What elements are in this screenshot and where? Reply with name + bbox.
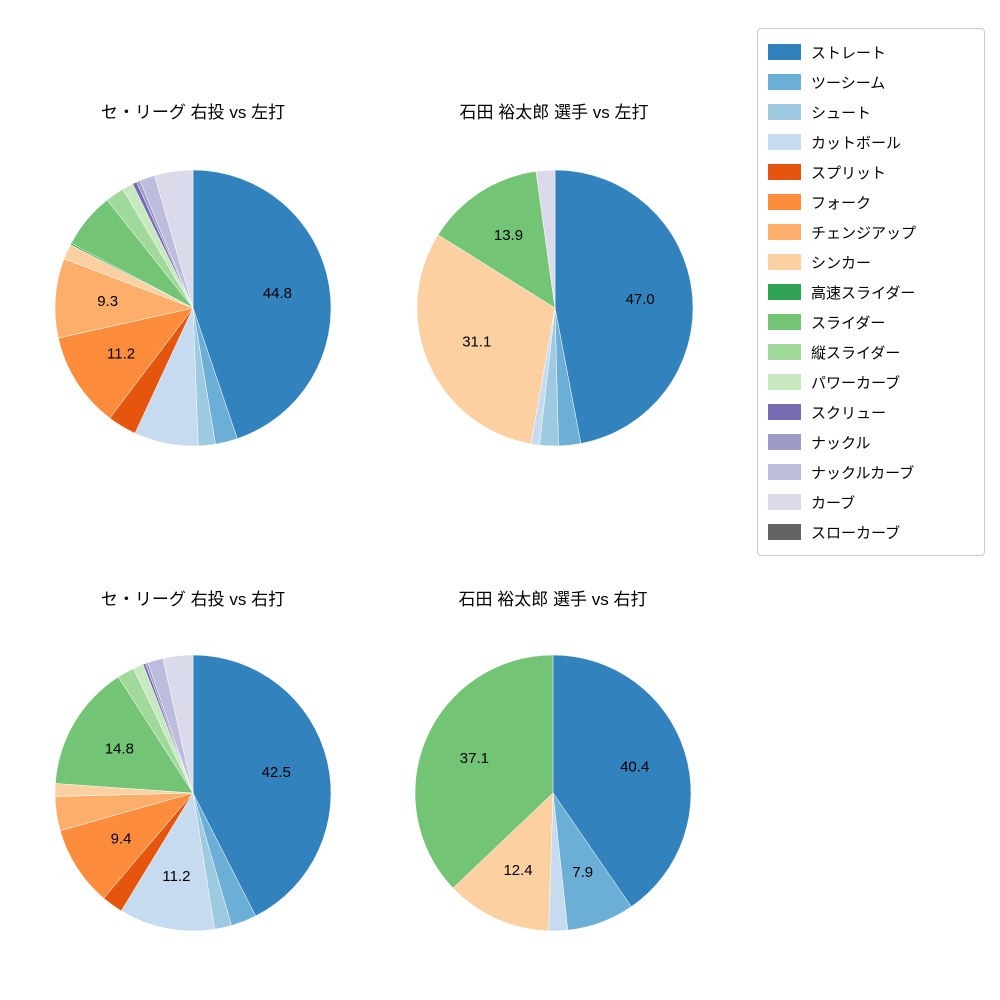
slice-value-label: 42.5 xyxy=(262,764,291,781)
legend-item: 高速スライダー xyxy=(768,277,974,307)
legend-item: ナックル xyxy=(768,427,974,457)
pie-slice xyxy=(437,171,556,309)
legend-swatch xyxy=(768,314,801,330)
legend-item: パワーカーブ xyxy=(768,367,974,397)
legend-swatch xyxy=(768,194,801,210)
legend-item: スプリット xyxy=(768,157,974,187)
slice-value-label: 40.4 xyxy=(620,759,649,776)
legend-item-label: スローカーブ xyxy=(811,524,901,542)
slice-value-label: 9.3 xyxy=(97,293,118,310)
legend-item-label: ストレート xyxy=(811,44,887,62)
legend-item-label: スクリュー xyxy=(811,404,887,422)
pie-slice xyxy=(162,654,194,794)
legend-swatch xyxy=(768,44,801,60)
legend-item-label: ナックル xyxy=(811,434,871,452)
legend-swatch xyxy=(768,134,801,150)
legend-item: チェンジアップ xyxy=(768,217,974,247)
pie-slice xyxy=(452,792,554,932)
slice-value-label: 11.2 xyxy=(107,345,135,362)
pie-slice xyxy=(535,169,556,309)
legend-item-label: チェンジアップ xyxy=(811,224,917,242)
legend-item-label: スライダー xyxy=(811,314,886,332)
pie-chart-league-vs-lhb: 44.8 11.2 9.3 xyxy=(54,169,332,447)
pie-slice xyxy=(192,654,332,917)
legend-item-label: スプリット xyxy=(811,164,887,182)
pie-slice xyxy=(54,258,194,339)
slice-value-label: 44.8 xyxy=(263,285,292,302)
legend-item: 縦スライダー xyxy=(768,337,974,367)
legend-swatch xyxy=(768,104,801,120)
legend-swatch xyxy=(768,284,801,300)
legend-item-label: シンカー xyxy=(811,254,872,272)
slice-value-label: 47.0 xyxy=(626,291,655,308)
legend-item: ナックルカーブ xyxy=(768,457,974,487)
pie-chart-ishida-vs-lhb: 47.0 31.1 13.9 xyxy=(416,169,694,447)
legend-item: スローカーブ xyxy=(768,517,974,547)
pie-slice xyxy=(55,676,194,794)
legend-swatch xyxy=(768,374,801,390)
chart-title-ishida-vs-lhb: 石田 裕太郎 選手 vs 左打 xyxy=(459,103,649,122)
pie-slice xyxy=(154,169,194,309)
legend-item-label: 縦スライダー xyxy=(811,344,901,362)
legend-item: カットボール xyxy=(768,127,974,157)
chart-title-league-vs-lhb: セ・リーグ 右投 vs 左打 xyxy=(100,103,286,122)
legend-swatch xyxy=(768,524,801,540)
legend-item-label: ツーシーム xyxy=(811,74,886,92)
slice-value-label: 12.4 xyxy=(503,862,532,879)
pie-slice xyxy=(552,654,692,907)
legend-item: スクリュー xyxy=(768,397,974,427)
legend-swatch xyxy=(768,164,801,180)
legend-swatch xyxy=(768,344,801,360)
chart-title-league-vs-rhb: セ・リーグ 右投 vs 右打 xyxy=(100,590,286,609)
slice-value-label: 7.9 xyxy=(572,864,593,881)
pie-slice xyxy=(416,234,556,445)
slice-value-label: 13.9 xyxy=(494,227,523,244)
slice-value-label: 9.4 xyxy=(111,830,132,847)
legend-item-label: フォーク xyxy=(811,194,872,212)
legend-item: スライダー xyxy=(768,307,974,337)
legend-item-label: 高速スライダー xyxy=(811,284,916,302)
legend-swatch xyxy=(768,434,801,450)
legend-swatch xyxy=(768,74,801,90)
pie-chart-league-vs-rhb: 42.5 11.2 9.4 14.8 xyxy=(54,654,332,932)
pie-slice xyxy=(120,792,215,932)
legend-item-label: カットボール xyxy=(811,134,902,152)
slice-value-label: 11.2 xyxy=(162,868,190,885)
legend-item: フォーク xyxy=(768,187,974,217)
chart-title-ishida-vs-rhb: 石田 裕太郎 選手 vs 右打 xyxy=(458,590,648,609)
pie-slice xyxy=(192,169,332,440)
legend-item: シュート xyxy=(768,97,974,127)
legend-swatch xyxy=(768,494,801,510)
legend-item-label: パワーカーブ xyxy=(811,374,901,392)
legend-item: カーブ xyxy=(768,487,974,517)
pie-chart-ishida-vs-rhb: 40.4 7.9 12.4 37.1 xyxy=(414,654,692,932)
pie-slice xyxy=(59,792,194,899)
legend-swatch xyxy=(768,404,801,420)
slice-value-label: 31.1 xyxy=(462,334,491,351)
legend-item-label: ナックルカーブ xyxy=(811,464,915,482)
pie-slice xyxy=(414,654,554,889)
pie-slice xyxy=(58,307,194,419)
pitch-type-legend: ストレートツーシームシュートカットボール スプリットフォークチェンジアップ シンカー… xyxy=(757,28,985,556)
legend-swatch xyxy=(768,464,801,480)
legend-item: ツーシーム xyxy=(768,67,974,97)
legend-items: ストレートツーシームシュートカットボール スプリットフォークチェンジアップ シンカー… xyxy=(768,37,974,547)
slice-value-label: 37.1 xyxy=(460,750,489,767)
pie-slice xyxy=(554,169,694,444)
legend-item: ストレート xyxy=(768,37,974,67)
legend-item: シンカー xyxy=(768,247,974,277)
legend-swatch xyxy=(768,254,801,270)
slice-value-label: 14.8 xyxy=(105,740,134,757)
legend-item-label: シュート xyxy=(811,104,872,122)
legend-item-label: カーブ xyxy=(811,494,856,512)
legend-swatch xyxy=(768,224,801,240)
